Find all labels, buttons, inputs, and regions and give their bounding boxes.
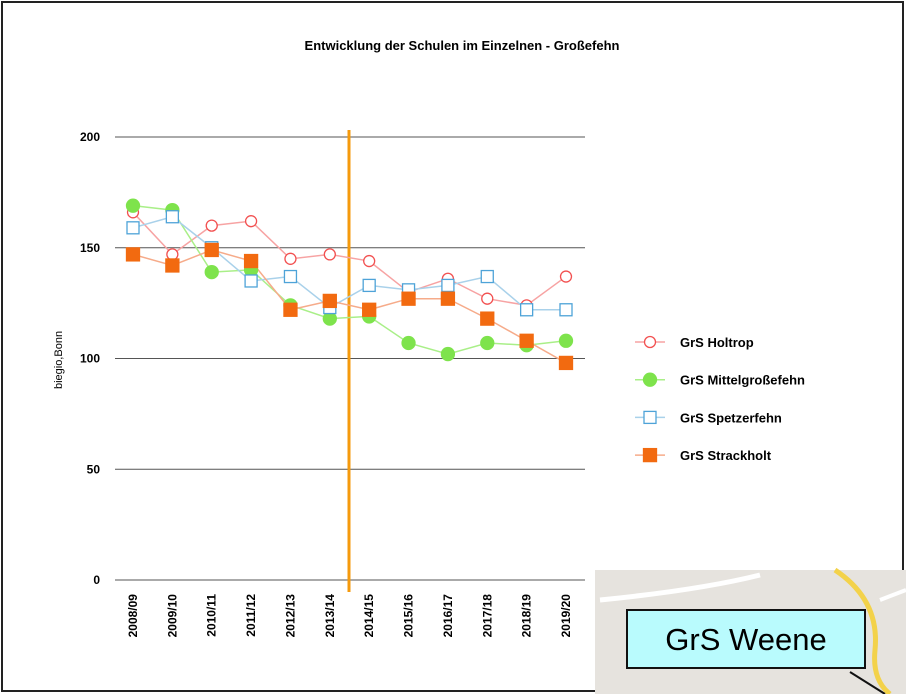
data-point: [441, 292, 454, 305]
y-tick-label: 0: [93, 573, 100, 587]
data-point: [520, 334, 533, 347]
y-tick-label: 50: [87, 462, 101, 476]
data-point: [246, 216, 257, 227]
data-point: [481, 271, 493, 283]
data-point: [402, 292, 415, 305]
y-tick-label: 150: [80, 241, 100, 255]
data-point: [521, 304, 533, 316]
x-tick-label: 2015/16: [402, 594, 416, 638]
x-tick-label: 2018/19: [520, 594, 534, 638]
x-tick-label: 2010/11: [205, 594, 219, 637]
y-axis-label: biegio,Bonn: [53, 331, 65, 389]
data-point: [560, 304, 572, 316]
data-point: [166, 211, 178, 223]
chart-title: Entwicklung der Schulen im Einzelnen - G…: [305, 38, 620, 53]
data-point: [560, 356, 573, 369]
data-point: [127, 199, 140, 212]
legend-label: GrS Mittelgroßefehn: [680, 373, 805, 388]
legend-marker: [644, 373, 657, 386]
data-point: [363, 303, 376, 316]
data-point: [285, 253, 296, 264]
data-point: [167, 249, 178, 260]
y-tick-label: 200: [80, 130, 100, 144]
x-tick-label: 2009/10: [165, 594, 179, 638]
x-tick-label: 2017/18: [480, 594, 494, 638]
x-tick-label: 2012/13: [283, 594, 297, 638]
map-label: GrS Weene: [665, 622, 826, 657]
data-point: [364, 256, 375, 267]
x-tick-label: 2014/15: [362, 594, 376, 638]
map-inset: GrS Weene: [595, 570, 906, 694]
data-point: [127, 248, 140, 261]
data-point: [206, 220, 217, 231]
data-point: [284, 271, 296, 283]
legend-marker: [644, 449, 657, 462]
data-point: [245, 255, 258, 268]
chart: Entwicklung der Schulen im Einzelnen - G…: [0, 0, 906, 694]
data-point: [482, 293, 493, 304]
legend-marker: [644, 411, 656, 423]
data-point: [481, 336, 494, 349]
x-tick-label: 2013/14: [323, 594, 337, 638]
data-point: [127, 222, 139, 234]
data-point: [205, 266, 218, 279]
data-point: [284, 303, 297, 316]
data-point: [561, 271, 572, 282]
data-point: [441, 348, 454, 361]
data-point: [402, 336, 415, 349]
data-point: [324, 249, 335, 260]
legend-marker: [645, 337, 656, 348]
data-point: [245, 275, 257, 287]
data-point: [363, 279, 375, 291]
legend-label: GrS Holtrop: [680, 335, 754, 350]
data-point: [442, 279, 454, 291]
legend-label: GrS Spetzerfehn: [680, 410, 782, 425]
x-tick-label: 2019/20: [559, 594, 573, 638]
data-point: [560, 334, 573, 347]
x-tick-label: 2016/17: [441, 594, 455, 638]
data-point: [323, 294, 336, 307]
data-point: [481, 312, 494, 325]
data-point: [205, 243, 218, 256]
legend-label: GrS Strackholt: [680, 448, 772, 463]
x-tick-label: 2011/12: [244, 594, 258, 637]
x-tick-label: 2008/09: [126, 594, 140, 638]
data-point: [166, 259, 179, 272]
y-tick-label: 100: [80, 352, 100, 366]
